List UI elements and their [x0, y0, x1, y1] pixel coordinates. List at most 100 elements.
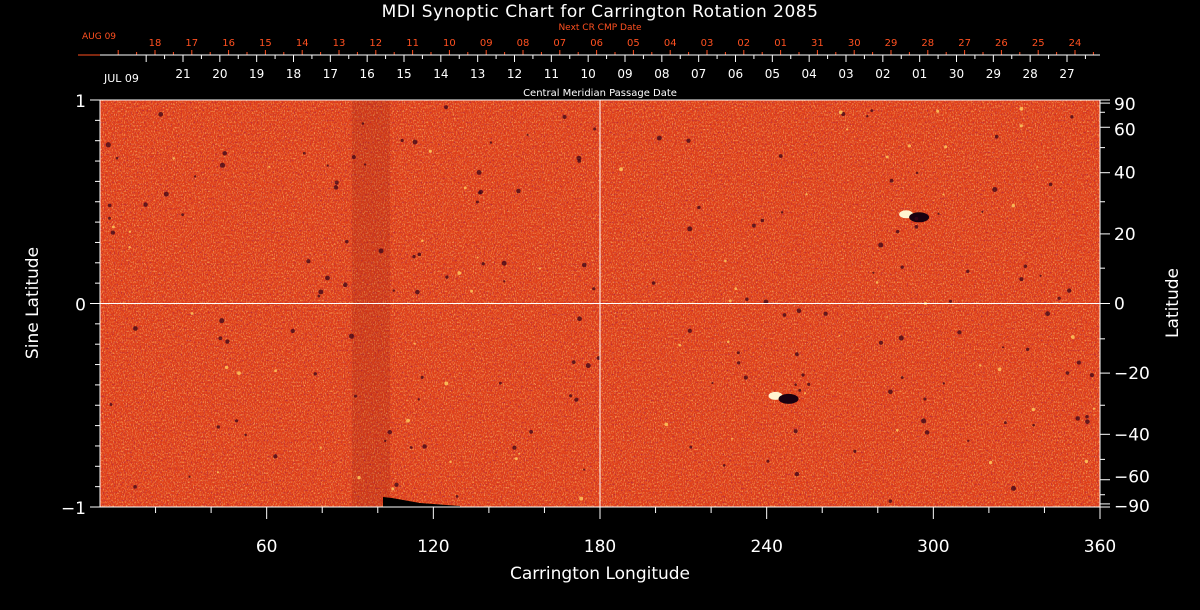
dark-flux-element	[872, 271, 875, 274]
dark-flux-element	[687, 328, 692, 333]
bright-flux-element	[463, 186, 467, 190]
dark-flux-element	[219, 162, 226, 168]
dark-flux-element	[689, 445, 693, 449]
y-right-tick-label: 60	[1114, 120, 1136, 140]
dark-flux-element	[422, 444, 427, 449]
dark-flux-element	[1039, 274, 1042, 277]
bright-flux-element	[406, 418, 410, 423]
dark-flux-element	[992, 186, 998, 193]
dark-flux-element	[115, 156, 119, 160]
dark-flux-element	[807, 382, 811, 386]
y-right-tick-label: 20	[1114, 225, 1136, 245]
bright-flux-element	[885, 155, 889, 159]
dark-flux-element	[345, 239, 349, 244]
dark-flux-element	[782, 313, 787, 317]
dark-flux-element	[378, 248, 384, 254]
dark-flux-element	[583, 468, 586, 471]
dark-flux-element	[529, 430, 533, 434]
y-right-tick-label: −40	[1114, 425, 1150, 445]
dark-flux-element	[853, 449, 857, 453]
next-cr-date-label: 15	[259, 38, 272, 49]
dark-flux-element	[216, 425, 220, 429]
x-tick-label: 60	[256, 537, 278, 557]
bright-flux-element	[470, 289, 474, 293]
bright-flux-element	[838, 110, 843, 115]
dark-flux-element	[1065, 371, 1070, 375]
dark-flux-element	[796, 308, 802, 314]
dark-flux-element	[1070, 115, 1074, 119]
dark-flux-element	[957, 330, 962, 335]
dark-flux-element	[477, 191, 482, 195]
chart-title: MDI Synoptic Chart for Carrington Rotati…	[381, 2, 819, 22]
dark-flux-element	[592, 287, 596, 291]
dark-flux-element	[794, 352, 799, 357]
cmp-date-label: 03	[838, 67, 853, 81]
dark-flux-element	[244, 433, 247, 437]
bright-flux-element	[216, 471, 220, 474]
dark-flux-element	[914, 216, 919, 221]
next-cr-date-label: 13	[333, 38, 346, 49]
bright-flux-element	[730, 437, 733, 440]
dark-flux-element	[981, 210, 984, 213]
cmp-date-label: 08	[654, 67, 669, 81]
dark-flux-element	[503, 280, 506, 283]
y-right-tick-label: 40	[1114, 164, 1136, 184]
dark-flux-element	[711, 382, 714, 385]
next-cr-date-label: 04	[664, 38, 677, 49]
cmp-date-label: 17	[323, 67, 338, 81]
dark-flux-element	[895, 229, 900, 234]
bright-flux-element	[428, 149, 432, 153]
dark-flux-element	[394, 482, 399, 487]
dark-flux-element	[780, 211, 784, 214]
dark-flux-element	[193, 175, 197, 178]
bright-flux-element	[944, 145, 948, 149]
next-cr-date-label: 18	[149, 38, 162, 49]
dark-flux-element	[801, 373, 805, 377]
dark-flux-element	[1057, 296, 1061, 300]
dark-flux-element	[737, 361, 741, 365]
dark-flux-element	[1010, 485, 1017, 491]
next-cr-date-label: 06	[590, 38, 603, 49]
dark-flux-element	[158, 111, 164, 117]
dark-flux-element	[361, 122, 365, 125]
dark-flux-element	[219, 318, 225, 324]
dark-flux-element	[888, 389, 893, 395]
next-cr-date-label: 25	[1032, 38, 1045, 49]
bright-flux-element	[726, 340, 730, 344]
dark-flux-element	[967, 439, 970, 442]
dark-flux-element	[778, 154, 783, 158]
next-cr-date-label: 31	[811, 38, 824, 49]
dark-flux-element	[188, 475, 191, 478]
bright-flux-element	[678, 343, 682, 347]
x-tick-label: 240	[750, 537, 782, 557]
dark-flux-element	[133, 326, 138, 331]
dark-flux-element	[656, 135, 662, 141]
cmp-date-label: 09	[617, 67, 632, 81]
dark-flux-element	[489, 141, 493, 144]
bright-flux-element	[1019, 106, 1024, 111]
dark-flux-element	[334, 180, 339, 185]
cmp-date-label: 12	[507, 67, 522, 81]
dark-flux-element	[581, 262, 587, 268]
dark-flux-element	[942, 382, 945, 385]
dark-flux-element	[794, 471, 800, 477]
cmp-date-label: 27	[1059, 67, 1074, 81]
cmp-date-label: 07	[691, 67, 706, 81]
dark-flux-element	[234, 419, 239, 423]
dark-flux-element	[1045, 311, 1051, 317]
dark-flux-element	[745, 297, 749, 301]
bright-flux-element	[444, 381, 449, 386]
next-cr-date-label: 11	[406, 38, 419, 49]
dark-flux-element	[994, 134, 999, 139]
bright-flux-element	[734, 287, 738, 291]
bright-flux-element	[1036, 166, 1039, 168]
bright-flux-element	[997, 367, 1002, 372]
dark-flux-element	[889, 178, 894, 183]
cmp-date-label: 05	[765, 67, 780, 81]
bright-flux-element	[619, 167, 623, 172]
dark-flux-element	[317, 294, 321, 298]
dark-flux-element	[526, 133, 529, 136]
bright-flux-element	[979, 364, 982, 367]
dark-flux-element	[1075, 416, 1080, 421]
